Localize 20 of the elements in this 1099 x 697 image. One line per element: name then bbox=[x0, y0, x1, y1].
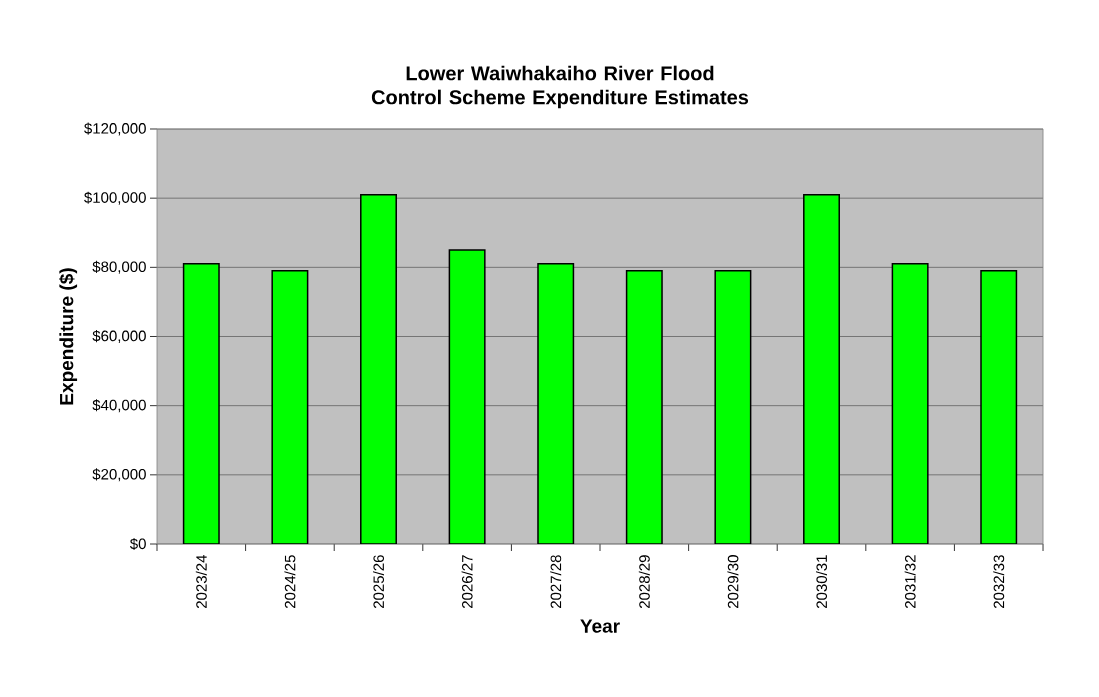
y-tick-label: $60,000 bbox=[92, 329, 146, 344]
x-tick-label: 2026/27 bbox=[461, 555, 473, 608]
y-tick-label: $40,000 bbox=[92, 399, 146, 413]
y-axis-title: Expenditure ($) bbox=[59, 268, 78, 405]
x-tick-label: 2031/32 bbox=[904, 555, 916, 608]
x-axis-title: Year bbox=[580, 619, 620, 633]
x-tick-label: 2025/26 bbox=[372, 555, 385, 608]
y-tick-label: $80,000 bbox=[92, 260, 146, 274]
x-tick-label: 2028/29 bbox=[638, 555, 650, 608]
x-tick-label: 2027/28 bbox=[550, 555, 562, 608]
x-tick-label: 2032/33 bbox=[993, 555, 1005, 608]
x-tick-label: 2024/25 bbox=[284, 555, 296, 608]
y-tick-label: $20,000 bbox=[92, 468, 146, 482]
y-tick-label: $100,000 bbox=[84, 191, 146, 205]
y-tick-label: $120,000 bbox=[84, 122, 146, 136]
x-tick-label: 2029/30 bbox=[727, 555, 739, 608]
y-tick-label: $0 bbox=[129, 537, 146, 551]
chart-title: Lower Waiwhakaiho River Flood Control Scheme Expenditure Estimates bbox=[371, 65, 749, 109]
x-tick-label: 2023/24 bbox=[195, 554, 207, 608]
x-tick-label: 2030/31 bbox=[816, 555, 828, 608]
